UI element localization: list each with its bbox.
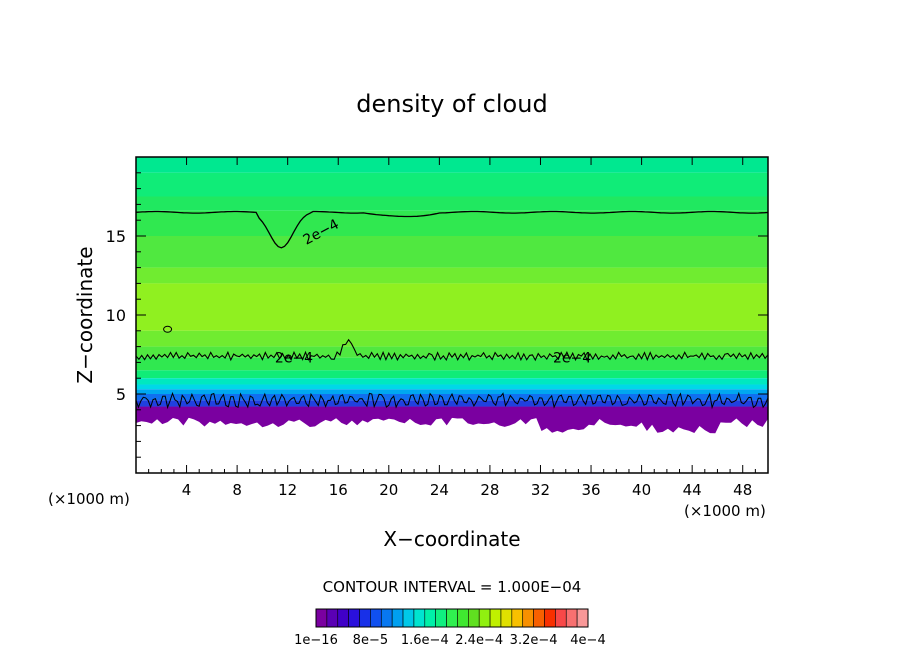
- colorbar-swatch: [500, 608, 513, 628]
- x-tick-label: 12: [278, 481, 297, 499]
- x-tick-label: 40: [632, 481, 651, 499]
- contour-label: 2e−4: [275, 350, 313, 366]
- x-tick-label: 8: [232, 481, 242, 499]
- colorbar-tick-label: 2.4e−4: [455, 633, 503, 648]
- field-band: [136, 236, 768, 268]
- contour-label: 2e−4: [553, 350, 591, 366]
- field-band: [136, 330, 768, 347]
- x-tick-label: 16: [329, 481, 348, 499]
- field-band: [136, 157, 768, 173]
- colorbar-frame: [315, 608, 589, 628]
- y-tick-label: 10: [106, 306, 126, 325]
- x-tick-label: 20: [379, 481, 398, 499]
- colorbar-tick-label: 1.6e−4: [401, 633, 449, 648]
- plot-area: [136, 157, 768, 434]
- contour-lines: [136, 210, 768, 410]
- x-tick-label: 48: [733, 481, 752, 499]
- colorbar-swatch: [457, 608, 469, 628]
- colorbar: 1e−16 8e−5 1.6e−4 2.4e−4 3.2e−4 4e−4: [294, 608, 606, 648]
- colorbar-swatch: [565, 608, 578, 628]
- x-tick-label: 32: [531, 481, 550, 499]
- contour-base: [136, 391, 768, 410]
- contour-interval: CONTOUR INTERVAL = 1.000E−04: [323, 578, 582, 596]
- x-tick-label: 24: [430, 481, 449, 499]
- field-band: [136, 283, 768, 331]
- field-band: [136, 172, 768, 197]
- field-band: [136, 400, 768, 407]
- field-band: [136, 394, 768, 401]
- field-band: [136, 378, 768, 385]
- contour-small-loop: [163, 325, 173, 333]
- colorbar-swatch: [511, 608, 524, 628]
- colorbar-swatch: [413, 608, 426, 628]
- chart-title: density of cloud: [356, 90, 547, 118]
- contour-upper: [136, 210, 768, 249]
- colorbar-swatch: [424, 608, 436, 628]
- colorbar-swatch: [522, 608, 534, 628]
- colorbar-swatch: [446, 608, 458, 628]
- colorbar-swatch: [380, 608, 393, 628]
- field-band: [136, 389, 768, 394]
- colorbar-swatch: [533, 608, 545, 628]
- x-tick-label: 36: [581, 481, 600, 499]
- field-band: [136, 196, 768, 211]
- x-unit-left: (×1000 m): [48, 490, 130, 508]
- colorbar-swatch: [478, 608, 491, 628]
- colorbar-swatch: [468, 608, 480, 628]
- colorbar-tick-label: 4e−4: [570, 633, 605, 648]
- colorbar-swatch: [348, 608, 360, 628]
- y-tick-label: 15: [106, 227, 126, 246]
- y-axis-label: Z−coordinate: [73, 246, 97, 383]
- colorbar-swatch: [402, 608, 415, 628]
- colorbar-swatch: [391, 608, 404, 628]
- colorbar-tick-label: 8e−5: [353, 633, 388, 648]
- x-unit-right: (×1000 m): [684, 502, 766, 520]
- colorbar-swatch: [435, 608, 447, 628]
- colorbar-swatch: [359, 608, 371, 628]
- colorbar-swatch: [489, 608, 502, 628]
- cloud-base-edge: [136, 406, 768, 434]
- colorbar-swatch: [576, 608, 589, 628]
- density-field: [136, 157, 768, 434]
- colorbar-swatch: [337, 608, 349, 628]
- colorbar-tick-label: 1e−16: [294, 633, 338, 648]
- x-tick-label: 28: [480, 481, 499, 499]
- colorbar-swatch: [326, 608, 339, 628]
- contour-middle: [136, 338, 768, 362]
- x-axis-label: X−coordinate: [383, 527, 520, 551]
- colorbar-swatch: [544, 608, 556, 628]
- colorbar-swatch: [555, 608, 567, 628]
- field-band: [136, 357, 768, 371]
- x-tick-label: 44: [683, 481, 702, 499]
- field-band: [136, 370, 768, 379]
- colorbar-swatch: [370, 608, 382, 628]
- y-tick-label: 5: [116, 385, 126, 404]
- field-band: [136, 210, 768, 236]
- x-tick-label: 4: [182, 481, 192, 499]
- field-band: [136, 267, 768, 284]
- field-band: [136, 346, 768, 358]
- field-band: [136, 384, 768, 390]
- colorbar-tick-label: 3.2e−4: [510, 633, 558, 648]
- colorbar-swatch: [315, 608, 328, 628]
